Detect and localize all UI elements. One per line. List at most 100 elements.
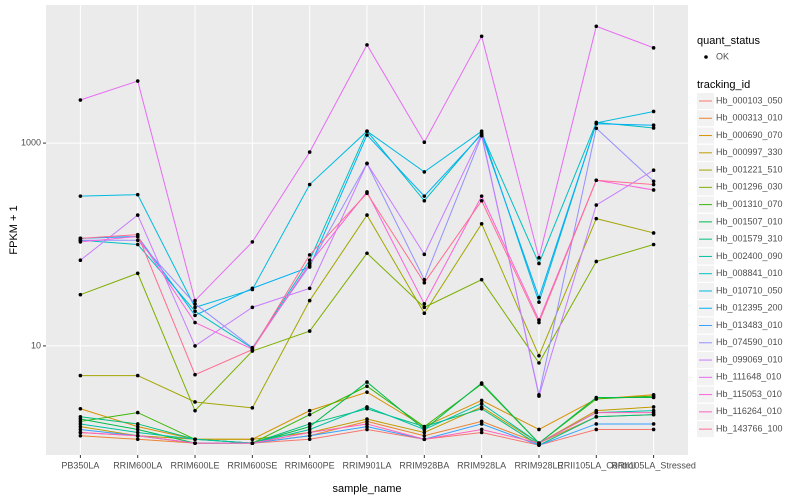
data-point — [651, 46, 656, 50]
data-point — [537, 255, 541, 260]
data-point — [135, 271, 140, 276]
data-point — [651, 422, 656, 426]
data-point — [365, 213, 369, 217]
data-point — [78, 414, 83, 419]
data-point — [422, 277, 427, 282]
data-point — [422, 302, 427, 306]
data-point — [78, 406, 83, 411]
data-point — [250, 347, 255, 352]
x-tick-label: RRIM600PE — [285, 460, 335, 470]
y-tick-label: 1000 — [21, 137, 41, 147]
data-point — [479, 427, 484, 432]
data-point — [479, 222, 484, 226]
data-point — [307, 408, 312, 413]
data-point — [479, 198, 484, 203]
legend-label: Hb_012395_200 — [716, 303, 783, 313]
legend-label: Hb_000997_330 — [716, 147, 783, 157]
data-point — [365, 384, 369, 389]
legend-label: Hb_010710_050 — [716, 285, 783, 295]
data-point — [422, 427, 427, 432]
legend-label: Hb_116264_010 — [716, 406, 782, 416]
data-point — [651, 231, 656, 235]
data-point — [78, 292, 83, 297]
data-point — [307, 430, 312, 435]
y-tick-label: 10 — [31, 340, 41, 350]
legend-label: Hb_000690_070 — [716, 130, 783, 140]
data-point — [135, 232, 140, 237]
data-point — [78, 422, 83, 426]
data-point — [193, 298, 197, 303]
data-point — [78, 240, 83, 244]
data-point — [651, 179, 656, 184]
legend-label: Hb_001579_310 — [716, 234, 783, 244]
data-point — [594, 24, 599, 29]
data-point — [422, 198, 427, 203]
data-point — [651, 188, 656, 192]
data-point — [193, 302, 197, 306]
data-point — [422, 252, 427, 257]
data-point — [651, 405, 656, 409]
data-point — [479, 430, 484, 435]
data-point — [422, 280, 427, 285]
data-point — [193, 408, 197, 413]
data-point — [479, 419, 484, 424]
data-point — [78, 430, 83, 435]
data-point — [479, 406, 484, 411]
data-point — [651, 427, 656, 432]
data-point — [307, 253, 312, 257]
data-point — [422, 430, 427, 435]
x-tick-label: RRIM600SE — [227, 460, 277, 470]
legend-point — [704, 55, 708, 59]
data-point — [594, 216, 599, 221]
data-point — [594, 126, 599, 131]
x-tick-label: RRIM600LA — [113, 460, 162, 470]
data-point — [250, 441, 255, 445]
data-point — [135, 430, 140, 435]
data-point — [365, 43, 369, 47]
data-point — [422, 424, 427, 429]
x-tick-label: RRIM928BA — [399, 460, 449, 470]
data-point — [193, 441, 197, 445]
data-point — [135, 192, 140, 197]
data-point — [250, 305, 255, 310]
data-point — [193, 309, 197, 313]
data-point — [135, 437, 140, 442]
legend-label: Hb_111648_010 — [716, 372, 781, 382]
data-point — [78, 433, 83, 438]
data-point — [594, 410, 599, 415]
data-point — [250, 406, 255, 410]
legend-label: Hb_000313_010 — [716, 113, 783, 123]
data-point — [307, 298, 312, 303]
legend-label: Hb_001310_070 — [716, 199, 783, 209]
data-point — [307, 329, 312, 333]
data-point — [365, 424, 369, 429]
data-point — [135, 427, 140, 432]
data-point — [651, 126, 656, 130]
data-point — [78, 373, 83, 378]
legend-label: Hb_000103_050 — [716, 95, 783, 105]
data-point — [250, 240, 255, 244]
data-point — [594, 395, 599, 400]
data-point — [193, 313, 197, 318]
data-point — [365, 251, 369, 256]
data-point — [594, 121, 599, 126]
data-point — [250, 437, 255, 442]
data-point — [479, 401, 484, 406]
data-point — [365, 133, 369, 137]
data-point — [537, 427, 541, 432]
data-point — [422, 433, 427, 438]
data-point — [135, 433, 140, 438]
data-point — [365, 417, 369, 421]
legend-label: Hb_001507_010 — [716, 216, 783, 226]
data-point — [651, 395, 656, 400]
data-point — [193, 437, 197, 442]
data-point — [365, 380, 369, 384]
data-point — [78, 98, 83, 102]
data-point — [135, 242, 140, 247]
legend-label: Hb_074590_010 — [716, 337, 783, 347]
data-point — [537, 320, 541, 325]
data-point — [307, 427, 312, 432]
y-axis-label: FPKM + 1 — [8, 205, 20, 254]
data-point — [594, 178, 599, 183]
